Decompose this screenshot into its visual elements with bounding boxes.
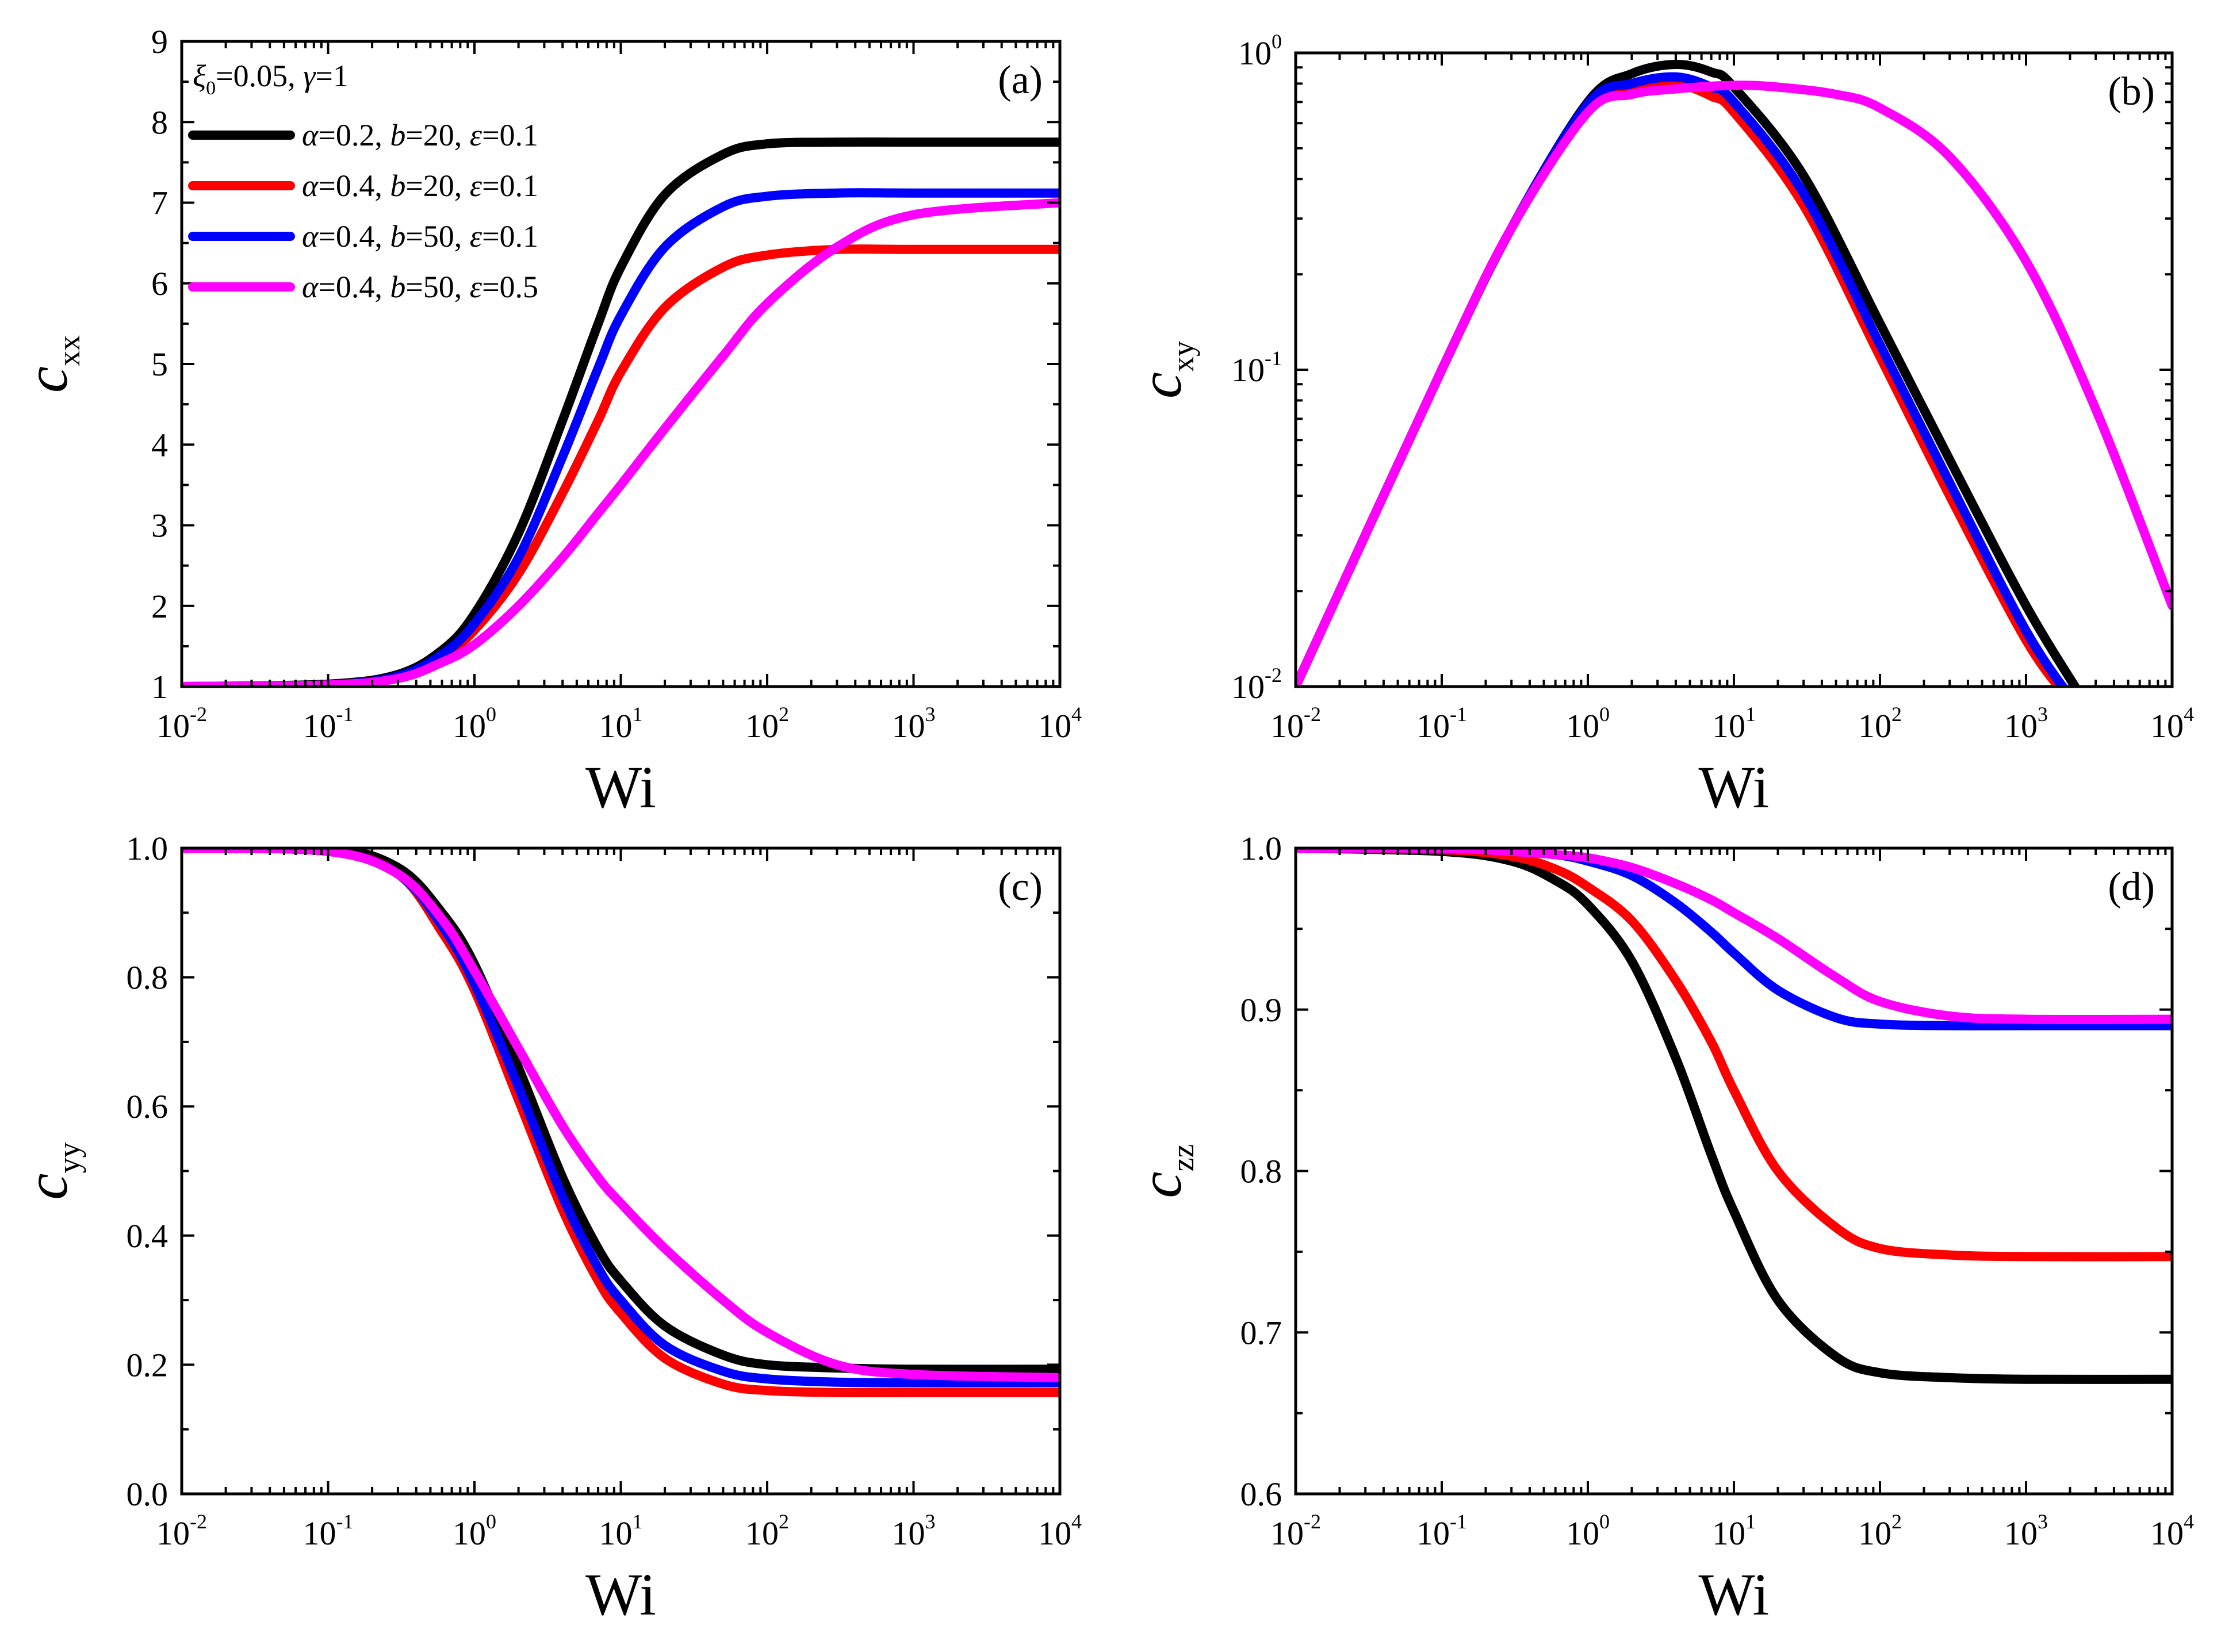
y-tick-label: 7	[151, 185, 168, 222]
y-tick-label: 9	[151, 23, 168, 60]
y-tick-label: 0.8	[1240, 1153, 1282, 1190]
y-axis-label: czz	[1128, 1144, 1200, 1198]
panel-label: (d)	[2108, 865, 2155, 909]
plot-frame	[1294, 51, 2174, 688]
legend-entry-4: α=0.4, b=50, ε=0.5	[302, 270, 538, 304]
series-line-1	[182, 848, 1060, 1374]
x-tick-label: 10-2	[156, 1510, 207, 1552]
x-tick-label: 104	[2150, 703, 2194, 745]
y-tick-label: 0.6	[1240, 1475, 1282, 1513]
y-tick-label: 0.8	[127, 959, 169, 996]
legend-entry-2: α=0.4, b=20, ε=0.1	[302, 168, 538, 203]
y-tick-label: 10-1	[1231, 347, 1282, 389]
y-tick-label: 0.0	[127, 1475, 169, 1513]
x-tick-label: 101	[599, 703, 643, 745]
y-axis-label: cxx	[14, 335, 86, 393]
series-line-4	[182, 198, 1060, 687]
x-tick-label: 103	[892, 1510, 936, 1552]
x-tick-label: 104	[1038, 703, 1082, 745]
x-axis-label: Wi	[585, 1562, 656, 1628]
y-tick-label: 0.7	[1240, 1314, 1282, 1351]
legend: ξ0=0.05, γ=1 α=0.2, b=20, ε=0.1 α=0.4, b=2…	[188, 59, 538, 304]
legend-header: ξ0=0.05, γ=1	[193, 59, 349, 99]
panel-c: 10-2 10-1 100 101 102 103 104 0.0 0.2 0.4 0.6 0.8 1.…	[14, 830, 1082, 1628]
x-tick-label: 10-1	[1416, 703, 1467, 745]
series-line-3	[1296, 848, 2172, 1031]
x-tick-label: 102	[745, 703, 789, 745]
y-tick-label: 1	[151, 668, 168, 706]
series-line-3	[182, 848, 1060, 1387]
x-tick-label: 101	[1712, 1510, 1756, 1552]
x-tick-label: 10-2	[156, 703, 207, 745]
x-tick-label: 10-1	[303, 1510, 354, 1552]
y-tick-label: 5	[151, 346, 168, 383]
x-tick-label: 103	[892, 703, 936, 745]
series-line-2	[182, 848, 1060, 1397]
series-line-4	[1296, 81, 2172, 687]
x-tick-label: 102	[745, 1510, 789, 1552]
x-tick-label: 102	[1858, 1510, 1902, 1552]
series-line-1	[1296, 848, 2172, 1384]
x-tick-label: 100	[1566, 703, 1610, 745]
y-tick-label: 1.0	[127, 830, 169, 867]
panel-b: 10-2 10-1 100 101 102 103 104 10-2 10-1 100 Wi cxy (…	[1128, 30, 2194, 821]
y-tick-label: 1.0	[1240, 830, 1282, 867]
x-tick-label: 10-2	[1270, 1510, 1321, 1552]
x-tick-label: 100	[1566, 1510, 1610, 1552]
y-axis-label: cyy	[14, 1142, 86, 1199]
panel-label: (a)	[998, 58, 1043, 102]
y-axis-label: cxy	[1128, 341, 1200, 398]
x-tick-label: 104	[2150, 1510, 2194, 1552]
panel-a: 10-2 10-1 100 101 102 103 104 1 2 3 4 5 6 7 8 9 Wi cxx (a)	[14, 23, 1082, 821]
x-tick-label: 100	[453, 703, 496, 745]
y-tick-label: 2	[151, 588, 168, 625]
y-tick-label: 6	[151, 265, 168, 302]
x-tick-label: 103	[2004, 1510, 2048, 1552]
x-tick-label: 104	[1038, 1510, 1082, 1552]
legend-entry-1: α=0.2, b=20, ε=0.1	[302, 118, 538, 152]
x-tick-label: 10-1	[303, 703, 354, 745]
x-tick-label: 101	[599, 1510, 643, 1552]
series-line-2	[1296, 848, 2172, 1262]
x-axis-label: Wi	[1699, 1562, 1770, 1628]
y-tick-label: 4	[151, 426, 168, 463]
legend-entry-3: α=0.4, b=50, ε=0.1	[302, 219, 538, 254]
series-line-1	[1296, 59, 2081, 687]
y-tick-label: 10-2	[1231, 664, 1282, 706]
x-tick-label: 100	[453, 1510, 496, 1552]
x-tick-label: 102	[1858, 703, 1902, 745]
x-axis-label: Wi	[1699, 754, 1770, 821]
plot-frame	[1294, 846, 2174, 1496]
y-tick-label: 0.6	[127, 1088, 169, 1125]
y-tick-label: 0.4	[127, 1217, 169, 1255]
series-line-4	[182, 848, 1060, 1382]
panel-label: (b)	[2108, 70, 2155, 114]
series-line-2	[1296, 78, 2065, 687]
x-tick-label: 103	[2004, 703, 2048, 745]
x-tick-label: 10-1	[1416, 1510, 1467, 1552]
y-tick-label: 3	[151, 507, 168, 545]
series-line-4	[1296, 848, 2172, 1024]
panel-d: 10-2 10-1 100 101 102 103 104 0.6 0.7 0.8 0.9 1.0 Wi…	[1128, 830, 2194, 1628]
y-tick-label: 8	[151, 104, 168, 141]
y-tick-label: 0.9	[1240, 991, 1282, 1029]
x-axis-label: Wi	[585, 754, 656, 821]
y-tick-label: 100	[1238, 30, 1282, 72]
x-tick-label: 10-2	[1270, 703, 1321, 745]
x-tick-label: 101	[1712, 703, 1756, 745]
y-tick-label: 0.2	[127, 1346, 169, 1383]
panel-label: (c)	[998, 865, 1043, 909]
